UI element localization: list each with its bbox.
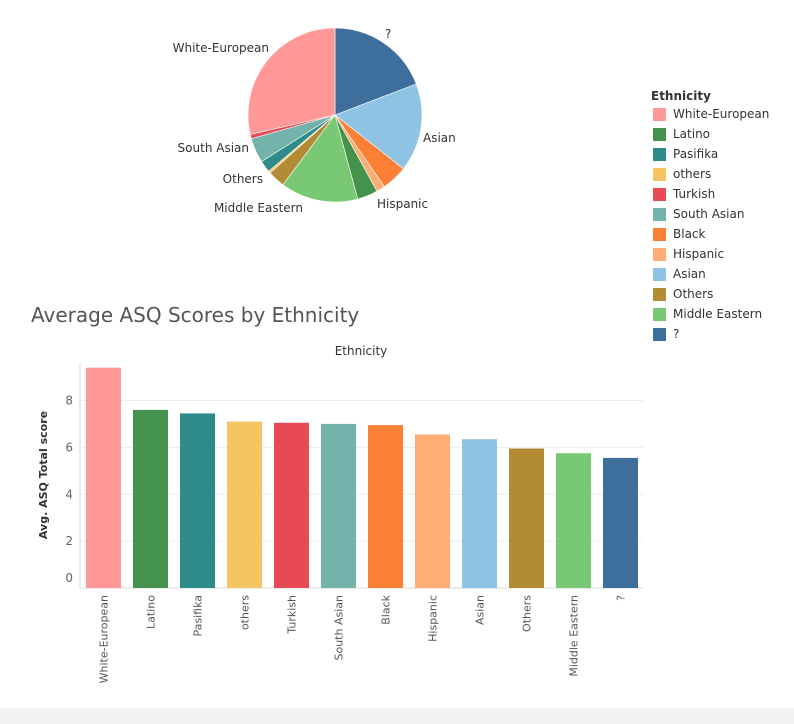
bar-unknown[interactable]	[603, 457, 638, 588]
legend-label: Latino	[673, 127, 711, 141]
legend-label: Middle Eastern	[673, 307, 763, 321]
legend-swatch	[653, 107, 666, 121]
footer-strip	[0, 708, 794, 724]
y-tick-label: 4	[65, 487, 73, 501]
bar-white-european[interactable]	[86, 367, 121, 588]
x-category-label: Others	[521, 595, 534, 632]
bar-latino[interactable]	[133, 409, 168, 588]
bar-middle-eastern[interactable]	[556, 453, 591, 588]
legend-swatch	[653, 247, 666, 261]
legend-title: Ethnicity	[651, 89, 711, 103]
legend-swatch	[653, 167, 666, 181]
pie-slice-asian[interactable]	[334, 83, 423, 170]
pie-slices	[247, 27, 423, 203]
legend-swatch	[653, 307, 666, 321]
x-category-label: Middle Eastern	[568, 595, 581, 677]
bar-chart-header: Ethnicity	[335, 344, 388, 358]
x-category-label: White-European	[98, 595, 111, 683]
pie-chart: ? Asian Hispanic Middle Eastern Others South …	[173, 27, 456, 215]
legend-item[interactable]: Others	[651, 284, 791, 304]
x-category-label: others	[239, 595, 252, 630]
x-category-label: Latino	[145, 595, 158, 629]
x-category-label: Asian	[474, 595, 487, 625]
legend-item[interactable]: Asian	[651, 264, 791, 284]
legend-swatch	[653, 287, 666, 301]
bar-others[interactable]	[509, 448, 544, 589]
bar-chart-title: Average ASQ Scores by Ethnicity	[31, 303, 360, 327]
y-axis-title: Avg. ASQ Total score	[37, 411, 50, 539]
gridlines	[80, 400, 643, 542]
legend-item[interactable]: others	[651, 164, 791, 184]
legend-item[interactable]: Pasifika	[651, 144, 791, 164]
pie-label-middle-eastern: Middle Eastern	[214, 201, 303, 215]
legend: Ethnicity White-European Latino Pasifika ot…	[651, 88, 791, 344]
legend-label: others	[673, 167, 712, 181]
legend-label: Pasifika	[673, 147, 719, 161]
bars	[86, 367, 638, 589]
legend-swatch	[653, 187, 666, 201]
legend-swatch	[653, 267, 666, 281]
x-category-label: ?	[615, 595, 628, 601]
pie-label-south-asian: South Asian	[178, 141, 249, 155]
legend-swatch	[653, 147, 666, 161]
pie-label-asian: Asian	[423, 131, 456, 145]
legend-label: Hispanic	[673, 247, 725, 261]
y-tick-label: 6	[65, 440, 73, 454]
legend-label: Others	[673, 287, 714, 301]
legend-item[interactable]: Middle Eastern	[651, 304, 791, 324]
legend-label: Black	[673, 227, 706, 241]
legend-label: White-European	[673, 107, 770, 121]
bar-chart: Ethnicity 0 2 4 6 8 Avg. ASQ Total score White-…	[37, 344, 643, 683]
x-category-label: Hispanic	[427, 595, 440, 642]
legend-label: ?	[673, 327, 680, 341]
bar-hispanic[interactable]	[415, 434, 450, 589]
bar-pasifika[interactable]	[180, 413, 215, 588]
pie-label-hispanic: Hispanic	[377, 197, 428, 211]
bar-asian[interactable]	[462, 439, 497, 588]
x-category-label: South Asian	[333, 595, 346, 661]
legend-swatch	[653, 227, 666, 241]
legend-label: Turkish	[673, 187, 716, 201]
bar-others[interactable]	[227, 421, 262, 588]
bar-turkish[interactable]	[274, 422, 309, 588]
y-tick-label: 0	[65, 571, 73, 585]
y-tick-label: 2	[65, 534, 73, 548]
legend-swatch	[653, 127, 666, 141]
pie-label-white-european: White-European	[173, 41, 269, 55]
legend-swatch	[653, 207, 666, 221]
x-category-label: Black	[380, 594, 393, 624]
x-category-label: Pasifika	[192, 595, 205, 637]
legend-item[interactable]: Hispanic	[651, 244, 791, 264]
legend-label: Asian	[673, 267, 706, 281]
y-tick-label: 8	[65, 394, 73, 408]
legend-item[interactable]: Latino	[651, 124, 791, 144]
bar-south-asian[interactable]	[321, 423, 356, 588]
legend-label: South Asian	[673, 207, 745, 221]
legend-item[interactable]: Black	[651, 224, 791, 244]
x-category-label: Turkish	[286, 595, 299, 635]
pie-slice-unknown[interactable]	[334, 27, 417, 116]
legend-swatch	[653, 327, 666, 341]
pie-label-others: Others	[223, 172, 263, 186]
pie-slice-middle-eastern[interactable]	[282, 114, 359, 203]
legend-item[interactable]: White-European	[651, 104, 791, 124]
bar-black[interactable]	[368, 425, 403, 588]
legend-item[interactable]: Turkish	[651, 184, 791, 204]
legend-item[interactable]: South Asian	[651, 204, 791, 224]
pie-slice-white-european[interactable]	[247, 27, 336, 135]
legend-item[interactable]: ?	[651, 324, 791, 344]
pie-label-unknown: ?	[385, 27, 391, 41]
